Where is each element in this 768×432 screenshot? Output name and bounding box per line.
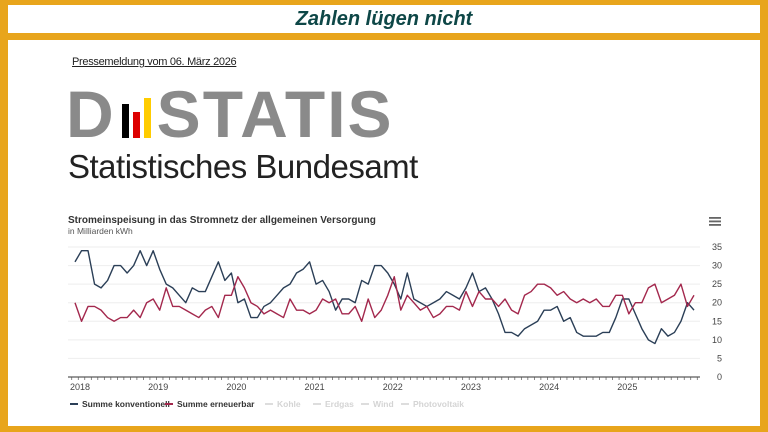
x-tick-label: 2023: [461, 382, 481, 392]
destatis-logo: D STATIS: [66, 77, 394, 151]
series-line-summe-erneuerbar: [74, 276, 695, 322]
y-tick-label: 10: [712, 335, 722, 345]
legend-item[interactable]: Summe erneuerbar: [165, 399, 255, 409]
x-tick-label: 2019: [148, 382, 168, 392]
header-bar: Zahlen lügen nicht: [8, 5, 760, 33]
x-tick-label: 2018: [70, 382, 90, 392]
logo-text-left: D: [66, 77, 116, 151]
y-tick-label: 0: [717, 372, 722, 382]
legend-item[interactable]: Erdgas: [313, 399, 354, 409]
chart-title: Stromeinspeisung in das Stromnetz der al…: [68, 215, 376, 226]
x-tick-label: 2021: [305, 382, 325, 392]
x-tick-label: 2025: [617, 382, 637, 392]
y-tick-label: 5: [717, 353, 722, 363]
chart-subtitle: in Milliarden kWh: [68, 226, 133, 236]
x-tick-label: 2022: [383, 382, 403, 392]
y-tick-label: 35: [712, 242, 722, 252]
logo-text-right: STATIS: [156, 77, 394, 151]
legend-label: Summe erneuerbar: [177, 399, 255, 409]
logo-subtitle: Statistisches Bundesamt: [68, 148, 418, 185]
legend-label: Kohle: [277, 399, 301, 409]
legend-item[interactable]: Kohle: [265, 399, 301, 409]
legend-item[interactable]: Wind: [361, 399, 394, 409]
flag-icon: [121, 98, 151, 138]
legend-item[interactable]: Summe konventionell: [70, 399, 170, 409]
press-release-label: Pressemeldung vom 06. März 2026: [72, 56, 237, 68]
legend-label: Wind: [373, 399, 394, 409]
x-tick-label: 2024: [539, 382, 559, 392]
y-tick-label: 15: [712, 316, 722, 326]
hamburger-menu-icon[interactable]: [709, 217, 721, 226]
x-tick-label: 2020: [226, 382, 246, 392]
y-tick-label: 20: [712, 298, 722, 308]
y-tick-label: 30: [712, 261, 722, 271]
series-line-summe-konventionell: [74, 250, 695, 345]
legend-label: Photovoltaik: [413, 399, 464, 409]
legend-item[interactable]: Photovoltaik: [401, 399, 464, 409]
header-title: Zahlen lügen nicht: [295, 8, 473, 30]
content-panel: [8, 40, 760, 426]
y-tick-label: 25: [712, 279, 722, 289]
legend-label: Erdgas: [325, 399, 354, 409]
legend-label: Summe konventionell: [82, 399, 170, 409]
